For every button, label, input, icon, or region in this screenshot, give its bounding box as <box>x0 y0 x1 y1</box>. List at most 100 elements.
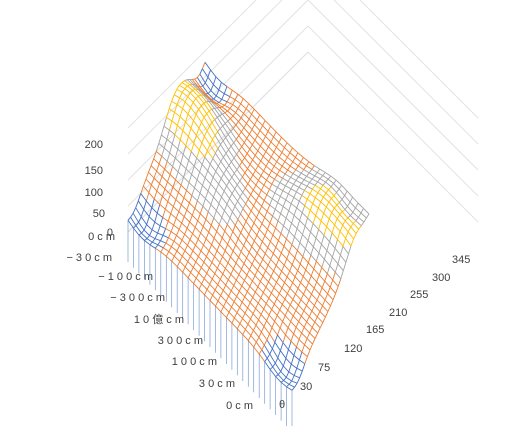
surface-mesh-segment <box>230 131 237 140</box>
surface-mesh-segment <box>234 99 241 105</box>
surface-mesh-segment <box>229 237 237 246</box>
surface-mesh-segment <box>258 353 266 362</box>
surface-mesh-segment <box>333 192 337 196</box>
surface-mesh-segment <box>279 327 286 336</box>
surface-mesh-segment <box>245 329 252 336</box>
surface-mesh-segment <box>288 364 292 373</box>
surface-mesh-segment <box>292 173 299 178</box>
surface-mesh-segment <box>153 170 158 179</box>
surface-mesh-segment <box>272 234 279 241</box>
surface-mesh-segment <box>179 130 184 140</box>
surface-mesh-segment <box>253 235 258 242</box>
surface-mesh-segment <box>265 131 269 137</box>
surface-mesh-segment <box>180 154 184 164</box>
surface-mesh-segment <box>252 308 257 314</box>
surface-mesh-segment <box>290 188 297 193</box>
surface-mesh-segment <box>271 178 275 185</box>
surface-mesh-segment <box>341 195 345 200</box>
surface-mesh-segment <box>242 203 246 209</box>
surface-mesh-segment <box>336 218 344 226</box>
surface-mesh-segment <box>254 275 261 282</box>
surface-mesh-segment <box>314 316 318 323</box>
surface-mesh-segment <box>177 148 184 155</box>
surface-mesh-segment <box>310 246 314 256</box>
surface-mesh-segment <box>331 207 335 213</box>
surface-mesh-segment <box>207 183 212 192</box>
surface-mesh-segment <box>200 232 207 240</box>
surface-mesh-segment <box>280 252 288 260</box>
surface-mesh-segment <box>259 114 266 121</box>
surface-mesh-segment <box>311 178 318 183</box>
surface-mesh-segment <box>179 85 186 89</box>
surface-mesh-segment <box>213 210 217 219</box>
surface-mesh-segment <box>233 142 240 151</box>
surface-mesh-segment <box>209 278 213 285</box>
surface-mesh-segment <box>265 146 269 152</box>
surface-mesh-segment <box>166 152 171 162</box>
surface-mesh-segment <box>324 311 329 318</box>
surface-mesh-segment <box>193 135 197 144</box>
surface-mesh-segment <box>261 223 268 230</box>
surface-mesh-segment <box>311 321 316 328</box>
surface-mesh-segment <box>355 202 359 209</box>
surface-mesh-segment <box>145 172 149 180</box>
surface-mesh-segment <box>310 268 315 277</box>
surface-mesh-segment <box>237 200 244 209</box>
surface-mesh-segment <box>278 276 285 283</box>
surface-mesh-segment <box>187 256 191 262</box>
surface-mesh-segment <box>269 333 276 343</box>
surface-mesh-segment <box>163 125 170 131</box>
surface-mesh-segment <box>198 288 205 296</box>
surface-mesh-segment <box>302 269 307 277</box>
surface-mesh-segment <box>217 144 221 149</box>
surface-mesh-segment <box>328 186 332 190</box>
surface-mesh-segment <box>169 152 176 159</box>
surface-mesh-segment <box>287 165 291 171</box>
surface-mesh-segment <box>274 363 282 372</box>
surface-mesh-segment <box>215 203 220 211</box>
surface-mesh-segment <box>218 89 225 95</box>
surface-mesh-segment <box>179 256 183 262</box>
surface-mesh-segment <box>157 240 161 246</box>
surface-mesh-segment <box>290 321 297 328</box>
surface-mesh-segment <box>241 127 245 133</box>
surface-mesh-segment <box>256 235 263 242</box>
surface-mesh-segment <box>272 227 276 236</box>
surface-mesh-segment <box>290 173 294 178</box>
surface-mesh-segment <box>186 190 193 196</box>
surface-mesh-segment <box>324 280 331 288</box>
surface-mesh-segment <box>283 238 287 247</box>
surface-mesh-segment <box>224 101 228 106</box>
surface-mesh-segment <box>213 98 220 103</box>
surface-mesh-segment <box>233 157 240 167</box>
surface-mesh-segment <box>155 151 162 157</box>
surface-mesh-segment <box>254 258 261 266</box>
surface-mesh-segment <box>192 102 199 110</box>
surface-mesh-segment <box>187 272 192 278</box>
surface-mesh-segment <box>160 240 167 244</box>
surface-mesh-segment <box>243 257 248 264</box>
surface-mesh-segment <box>218 102 225 106</box>
surface-mesh-segment <box>240 208 244 215</box>
surface-mesh-segment <box>140 185 144 194</box>
surface-mesh-segment <box>233 173 241 182</box>
surface-mesh-segment <box>280 380 284 383</box>
surface-mesh-segment <box>262 156 270 162</box>
surface-mesh-segment <box>314 165 321 170</box>
surface-mesh-segment <box>164 201 169 210</box>
surface-mesh-segment <box>314 321 321 329</box>
surface-mesh-segment <box>181 82 188 87</box>
surface-mesh-segment <box>302 276 309 283</box>
surface-mesh-segment <box>332 272 336 281</box>
surface-mesh-segment <box>285 217 292 224</box>
surface-mesh-segment <box>222 256 229 264</box>
surface-mesh-segment <box>239 302 243 308</box>
surface-mesh-segment <box>255 337 260 343</box>
surface-mesh-segment <box>146 235 150 239</box>
surface-mesh-segment <box>143 185 150 193</box>
surface-mesh-segment <box>249 159 253 165</box>
surface-mesh-segment <box>170 213 177 219</box>
surface-mesh-segment <box>271 327 278 336</box>
surface-mesh-segment <box>310 254 317 262</box>
